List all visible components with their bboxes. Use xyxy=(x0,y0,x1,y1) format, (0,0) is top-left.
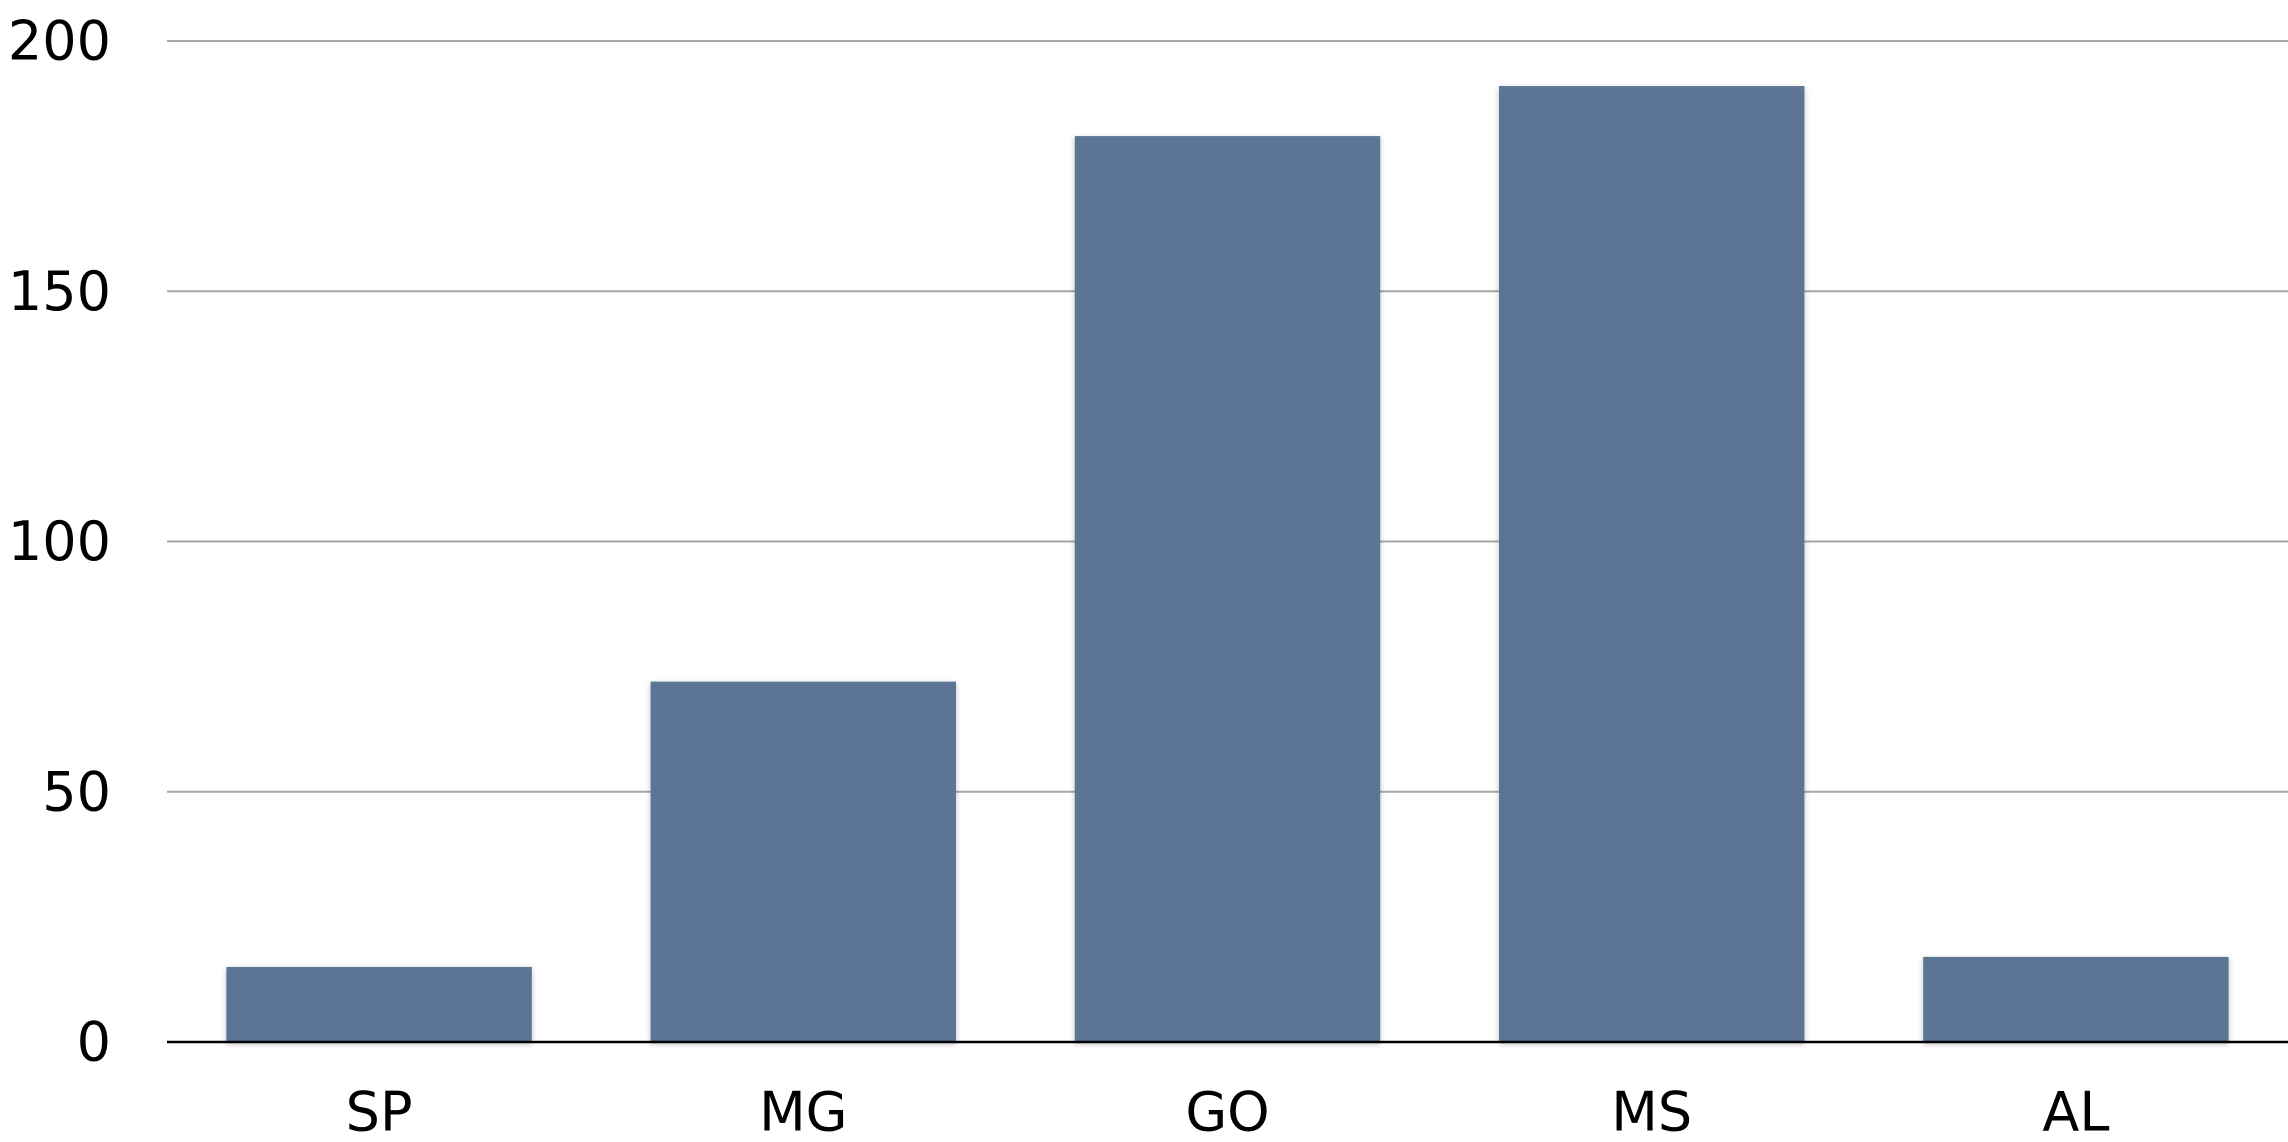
x-tick-label: MG xyxy=(759,1081,847,1142)
bar-al xyxy=(1923,956,2229,1042)
y-tick-label: 50 xyxy=(42,760,111,823)
x-tick-label: GO xyxy=(1185,1081,1269,1142)
y-axis-tick-labels: 0 50 100 150 200 xyxy=(8,10,111,1074)
x-tick-label: MS xyxy=(1611,1081,1692,1142)
bars xyxy=(226,86,2229,1043)
bar-go xyxy=(1074,136,1381,1043)
x-tick-label: SP xyxy=(346,1081,413,1142)
bar-sp xyxy=(226,966,532,1042)
x-axis-tick-labels: SP MG GO MS AL xyxy=(346,1081,2110,1142)
y-tick-label: 100 xyxy=(8,510,111,573)
y-tick-label: 150 xyxy=(8,260,111,323)
y-tick-label: 0 xyxy=(77,1011,111,1074)
bar-mg xyxy=(650,681,957,1042)
bar-ms xyxy=(1498,86,1805,1043)
y-tick-label: 200 xyxy=(8,10,111,73)
x-tick-label: AL xyxy=(2042,1081,2109,1142)
